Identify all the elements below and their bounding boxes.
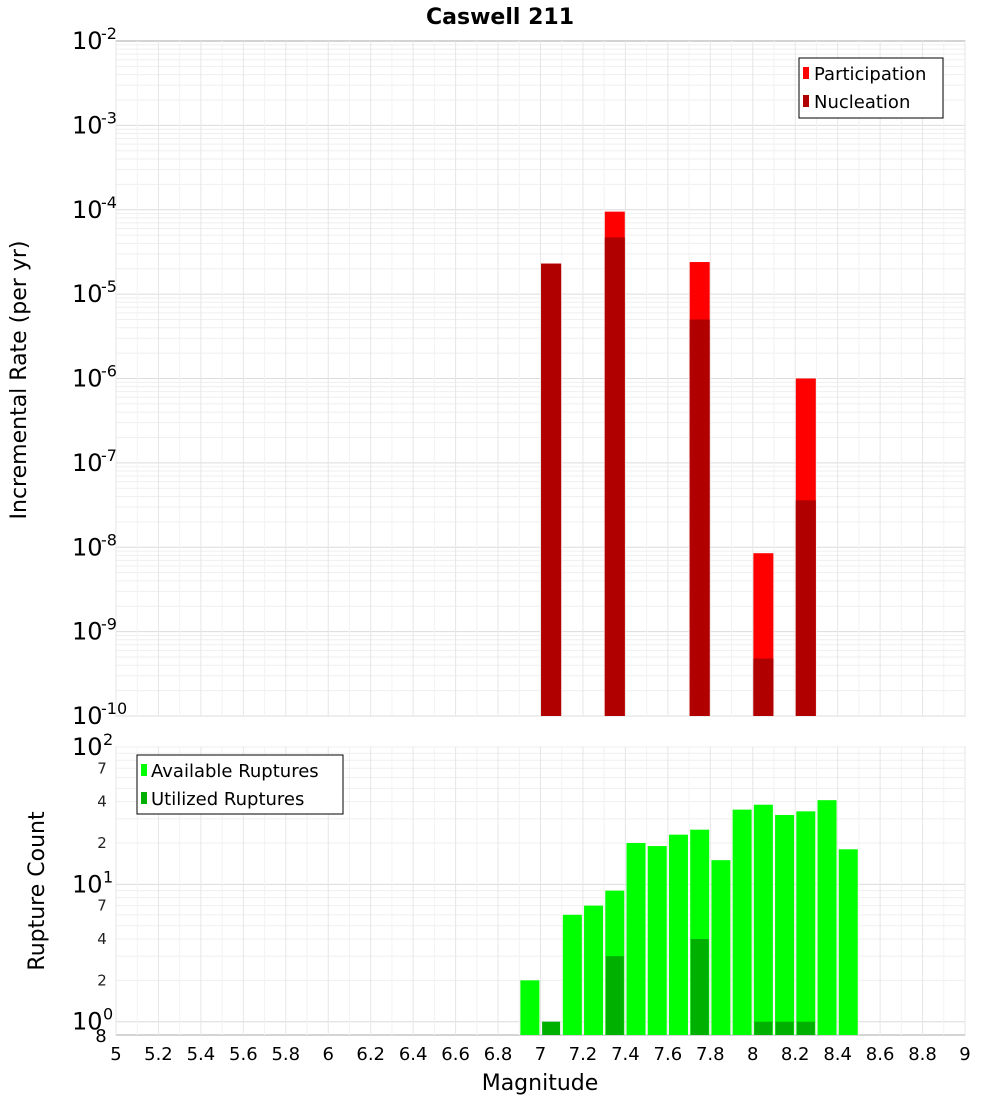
bar-nucleation-m7.35 bbox=[604, 237, 625, 716]
rate-legend-box bbox=[798, 57, 944, 119]
count-legend: Available Ruptures Utilized Ruptures bbox=[136, 754, 344, 815]
x-tick-label: 7.6 bbox=[654, 1044, 683, 1065]
legend-label-participation: Participation bbox=[814, 64, 926, 85]
rate-y-tick-exponent: -10 bbox=[101, 699, 127, 718]
bar-nucleation-m8.05 bbox=[753, 658, 774, 716]
bar-available-ruptures-m8.45 bbox=[838, 849, 858, 1035]
rate-y-tick-base: 10 bbox=[72, 702, 103, 730]
x-tick-label: 5 bbox=[110, 1044, 121, 1065]
x-tick-label: 7.2 bbox=[569, 1044, 598, 1065]
x-tick-label: 6.8 bbox=[484, 1044, 513, 1065]
rate-y-tick-exponent: -7 bbox=[101, 446, 117, 465]
rate-y-tick-base: 10 bbox=[72, 27, 103, 55]
count-y-tick-label: 4 bbox=[97, 930, 107, 948]
legend-label-nucleation: Nucleation bbox=[814, 92, 910, 113]
rate-y-tick-exponent: -6 bbox=[101, 362, 117, 381]
count-y-tick-label: 7 bbox=[97, 759, 107, 777]
rate-y-tick-exponent: -4 bbox=[101, 193, 117, 212]
x-tick-label: 7.4 bbox=[611, 1044, 640, 1065]
bar-utilized-ruptures-m8.25 bbox=[796, 1021, 815, 1035]
rate-y-axis-label: Incremental Rate (per yr) bbox=[7, 241, 32, 520]
bar-available-ruptures-m7.55 bbox=[647, 846, 667, 1035]
rate-y-tick-base: 10 bbox=[72, 449, 103, 477]
bar-available-ruptures-m7.95 bbox=[732, 809, 752, 1035]
count-y-tick-exponent: 1 bbox=[103, 867, 113, 886]
bar-utilized-ruptures-m7.35 bbox=[605, 956, 624, 1035]
rate-bars bbox=[541, 211, 816, 716]
count-bars bbox=[520, 800, 858, 1035]
count-y-tick-label: 2 bbox=[97, 834, 107, 852]
x-tick-label: 7 bbox=[535, 1044, 546, 1065]
bar-nucleation-m7.05 bbox=[541, 263, 562, 716]
x-tick-label: 5.2 bbox=[144, 1044, 173, 1065]
bar-available-ruptures-m7.45 bbox=[626, 843, 646, 1035]
bar-available-ruptures-m7.15 bbox=[562, 914, 582, 1035]
rate-y-tick-exponent: -8 bbox=[101, 530, 117, 549]
x-tick-label: 6 bbox=[323, 1044, 334, 1065]
x-tick-label: 8.4 bbox=[823, 1044, 852, 1065]
x-tick-label: 8.8 bbox=[908, 1044, 937, 1065]
count-y-tick-label: 8 bbox=[95, 1026, 106, 1047]
bar-utilized-ruptures-m7.05 bbox=[542, 1021, 561, 1035]
rate-y-tick-base: 10 bbox=[72, 618, 103, 646]
x-tick-label: 6.6 bbox=[441, 1044, 470, 1065]
x-tick-label: 5.6 bbox=[229, 1044, 258, 1065]
x-tick-label: 6.2 bbox=[356, 1044, 385, 1065]
legend-label-available: Available Ruptures bbox=[151, 761, 319, 782]
bar-available-ruptures-m7.85 bbox=[711, 860, 731, 1035]
bar-available-ruptures-m8.15 bbox=[775, 814, 795, 1035]
count-y-tick-label: 4 bbox=[97, 793, 107, 811]
legend-swatch-available bbox=[141, 764, 147, 776]
rate-legend: Participation Nucleation bbox=[798, 57, 944, 119]
rate-y-tick-exponent: -5 bbox=[101, 277, 117, 296]
bar-available-ruptures-m8.35 bbox=[817, 800, 837, 1035]
legend-swatch-nucleation bbox=[803, 95, 809, 107]
count-y-tick-base: 10 bbox=[72, 733, 103, 761]
bar-utilized-ruptures-m7.75 bbox=[690, 939, 709, 1035]
rate-y-tick-base: 10 bbox=[72, 365, 103, 393]
bar-available-ruptures-m6.95 bbox=[520, 980, 540, 1035]
count-legend-box bbox=[136, 754, 344, 815]
count-y-tick-exponent: 0 bbox=[103, 1005, 113, 1024]
bar-available-ruptures-m7.25 bbox=[584, 905, 604, 1035]
rate-y-tick-base: 10 bbox=[72, 196, 103, 224]
count-y-tick-base: 10 bbox=[72, 1008, 103, 1036]
x-tick-label: 9 bbox=[959, 1044, 970, 1065]
count-y-axis-label: Rupture Count bbox=[25, 811, 50, 971]
x-tick-label: 6.4 bbox=[399, 1044, 428, 1065]
bar-utilized-ruptures-m8.15 bbox=[775, 1021, 794, 1035]
count-y-tick-base: 10 bbox=[72, 870, 103, 898]
legend-label-utilized: Utilized Ruptures bbox=[151, 789, 304, 810]
count-y-tick-label: 7 bbox=[97, 897, 107, 915]
rate-y-tick-exponent: -3 bbox=[101, 108, 117, 127]
count-y-tick-label: 2 bbox=[97, 971, 107, 989]
x-tick-label: 8.2 bbox=[781, 1044, 810, 1065]
x-tick-label: 8 bbox=[747, 1044, 758, 1065]
x-tick-label: 5.4 bbox=[187, 1044, 216, 1065]
x-axis-label: Magnitude bbox=[482, 1071, 599, 1096]
rate-y-tick-exponent: -9 bbox=[101, 615, 117, 634]
chart-title: Caswell 211 bbox=[426, 5, 574, 30]
bar-nucleation-m8.25 bbox=[795, 500, 816, 716]
x-tick-labels: 5 5.2 5.4 5.6 5.8 6 6.2 6.4 6.6 6.8 7 7.2 7.4 7.6 7.8 8… bbox=[110, 1044, 970, 1065]
x-tick-label: 8.6 bbox=[866, 1044, 895, 1065]
rate-y-tick-base: 10 bbox=[72, 280, 103, 308]
rate-y-tick-exponent: -2 bbox=[101, 24, 117, 43]
x-tick-label: 5.8 bbox=[271, 1044, 300, 1065]
bar-utilized-ruptures-m8.05 bbox=[754, 1021, 773, 1035]
rate-gridlines bbox=[115, 41, 966, 717]
rate-y-tick-base: 10 bbox=[72, 111, 103, 139]
legend-swatch-utilized bbox=[141, 792, 147, 804]
rate-y-tick-labels: 10-210-310-410-510-610-710-810-910-10 bbox=[72, 24, 127, 730]
legend-swatch-participation bbox=[803, 67, 809, 79]
bar-nucleation-m7.75 bbox=[689, 319, 710, 716]
bar-available-ruptures-m8.05 bbox=[753, 804, 773, 1035]
bar-available-ruptures-m7.65 bbox=[668, 834, 688, 1035]
rate-y-tick-base: 10 bbox=[72, 533, 103, 561]
x-tick-label: 7.8 bbox=[696, 1044, 725, 1065]
bar-available-ruptures-m8.25 bbox=[796, 811, 816, 1035]
count-y-tick-exponent: 2 bbox=[103, 730, 113, 749]
